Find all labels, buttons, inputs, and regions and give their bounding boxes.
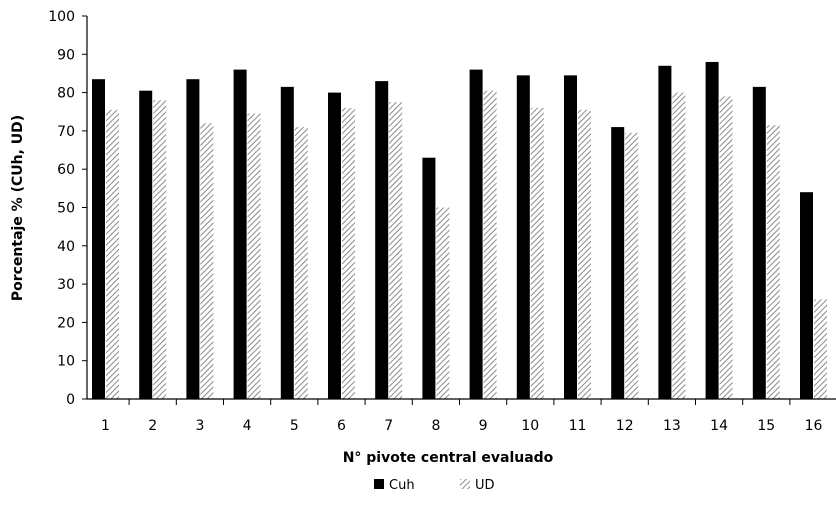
bar-ud-9 (483, 90, 497, 399)
bars (92, 61, 827, 400)
y-tick-label: 20 (57, 315, 75, 331)
bar-cuh-13 (658, 65, 672, 399)
bar-ud-6 (342, 107, 355, 400)
x-tick-label: 8 (431, 418, 440, 434)
legend-swatch-cuh (374, 479, 384, 489)
bar-cuh-15 (752, 86, 766, 399)
x-tick-label: 7 (384, 418, 393, 434)
y-tick-label: 10 (57, 354, 75, 370)
x-tick-label: 4 (243, 418, 252, 434)
y-tick-label: 60 (57, 162, 75, 178)
legend-label-cuh: Cuh (389, 478, 415, 493)
x-tick-label: 16 (805, 418, 823, 434)
y-tick-label: 90 (57, 47, 75, 63)
bar-ud-15 (766, 125, 780, 399)
x-axis-title: N° pivote central evaluado (343, 450, 554, 466)
x-tick-label: 5 (290, 418, 299, 434)
bar-cuh-5 (280, 86, 294, 399)
y-tick-label: 50 (57, 201, 75, 217)
x-tick-label: 3 (195, 418, 204, 434)
x-tick-label: 11 (569, 418, 587, 434)
bar-cuh-8 (422, 157, 436, 399)
bar-cuh-16 (800, 192, 813, 399)
bar-ud-13 (672, 92, 686, 399)
bar-ud-7 (389, 102, 403, 400)
x-tick-label: 15 (757, 418, 775, 434)
bar-cuh-12 (611, 127, 625, 399)
bar-cuh-6 (328, 92, 341, 399)
bar-ud-4 (247, 113, 261, 399)
x-tick-label: 6 (337, 418, 346, 434)
x-tick-label: 14 (710, 418, 728, 434)
x-tick-label: 9 (479, 418, 488, 434)
x-tick-label: 13 (663, 418, 681, 434)
y-axis-ticks: 0 10 20 30 40 50 60 70 80 90 100 (48, 9, 87, 408)
y-tick-label: 100 (48, 9, 75, 25)
x-tick-label: 12 (616, 418, 634, 434)
bar-cuh-1 (92, 79, 105, 399)
x-tick-label: 10 (521, 418, 539, 434)
bar-cuh-9 (469, 69, 483, 400)
y-tick-label: 0 (66, 392, 75, 408)
bar-ud-14 (719, 96, 733, 400)
bar-ud-11 (578, 109, 591, 400)
y-tick-label: 30 (57, 277, 75, 293)
legend-swatch-ud (460, 479, 470, 489)
bar-cuh-2 (139, 90, 153, 399)
y-tick-label: 70 (57, 124, 75, 140)
y-tick-label: 40 (57, 239, 75, 255)
legend-label-ud: UD (475, 478, 495, 493)
x-tick-label: 2 (148, 418, 157, 434)
bar-cuh-14 (705, 61, 719, 400)
bar-cuh-3 (186, 79, 200, 399)
bar-ud-8 (436, 207, 450, 399)
y-axis-title: Porcentaje % (CUh, UD) (10, 115, 26, 301)
bar-ud-1 (106, 109, 119, 400)
bar-ud-3 (200, 123, 214, 400)
bar-ud-16 (814, 299, 827, 399)
bar-ud-12 (625, 132, 639, 399)
y-tick-label: 80 (57, 86, 75, 102)
x-axis-ticks: 1 2 3 4 5 6 7 8 9 10 11 12 13 14 15 16 (101, 399, 823, 434)
bar-cuh-11 (564, 75, 577, 400)
legend: Cuh UD (374, 478, 495, 493)
bar-ud-10 (530, 107, 544, 400)
bar-cuh-10 (516, 75, 530, 400)
bar-ud-2 (153, 100, 167, 399)
bar-cuh-7 (375, 81, 389, 400)
bar-cuh-4 (233, 69, 247, 400)
bar-ud-5 (294, 127, 308, 399)
x-tick-label: 1 (101, 418, 110, 434)
